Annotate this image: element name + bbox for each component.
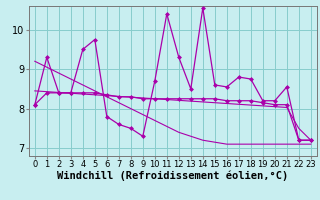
- X-axis label: Windchill (Refroidissement éolien,°C): Windchill (Refroidissement éolien,°C): [57, 171, 288, 181]
